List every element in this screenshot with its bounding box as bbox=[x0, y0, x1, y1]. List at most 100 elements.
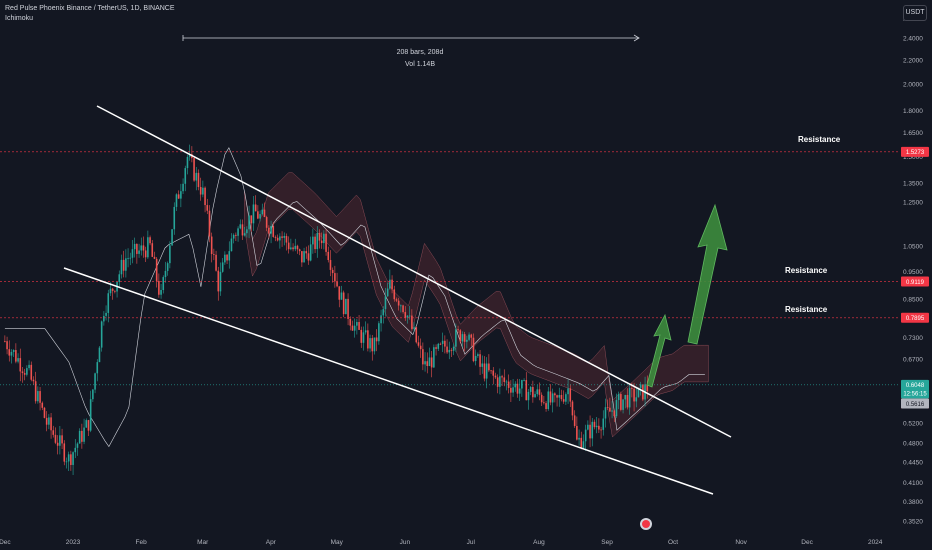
candle-body[interactable] bbox=[397, 300, 400, 306]
candle-body[interactable] bbox=[483, 363, 486, 379]
candle-body[interactable] bbox=[193, 158, 195, 181]
candle-body[interactable] bbox=[305, 251, 308, 254]
candle-body[interactable] bbox=[384, 296, 387, 310]
candle-body[interactable] bbox=[83, 427, 85, 442]
candle-body[interactable] bbox=[122, 259, 125, 271]
candle-body[interactable] bbox=[470, 334, 473, 338]
candle-body[interactable] bbox=[276, 237, 279, 241]
candle-body[interactable] bbox=[479, 354, 481, 367]
candle-body[interactable] bbox=[587, 424, 589, 430]
candle-body[interactable] bbox=[318, 233, 321, 241]
candle-body[interactable] bbox=[444, 340, 446, 347]
candle-body[interactable] bbox=[448, 349, 451, 353]
candle-body[interactable] bbox=[472, 337, 475, 362]
candle-body[interactable] bbox=[43, 407, 46, 418]
candle-body[interactable] bbox=[285, 236, 288, 243]
candle-body[interactable] bbox=[477, 354, 479, 356]
candle-body[interactable] bbox=[32, 379, 35, 382]
candle-body[interactable] bbox=[455, 329, 457, 347]
candle-body[interactable] bbox=[274, 236, 277, 238]
candle-body[interactable] bbox=[565, 394, 567, 402]
candle-body[interactable] bbox=[595, 425, 598, 428]
candle-body[interactable] bbox=[626, 395, 629, 408]
candle-body[interactable] bbox=[186, 156, 189, 169]
candle-body[interactable] bbox=[496, 377, 499, 387]
candle-body[interactable] bbox=[263, 209, 266, 218]
candle-body[interactable] bbox=[628, 388, 631, 408]
candle-body[interactable] bbox=[78, 430, 81, 444]
candle-body[interactable] bbox=[125, 258, 127, 271]
candle-body[interactable] bbox=[439, 343, 442, 345]
candle-body[interactable] bbox=[45, 417, 48, 425]
candle-body[interactable] bbox=[505, 381, 508, 383]
candle-body[interactable] bbox=[457, 329, 459, 331]
candle-body[interactable] bbox=[248, 215, 250, 230]
candle-body[interactable] bbox=[65, 461, 68, 463]
candle-body[interactable] bbox=[441, 340, 444, 344]
candle-body[interactable] bbox=[61, 435, 63, 444]
candle-body[interactable] bbox=[527, 391, 530, 401]
candle-body[interactable] bbox=[290, 247, 292, 250]
candle-body[interactable] bbox=[265, 217, 268, 228]
candle-body[interactable] bbox=[556, 395, 558, 398]
candle-body[interactable] bbox=[571, 401, 574, 416]
candle-body[interactable] bbox=[523, 380, 525, 381]
candle-body[interactable] bbox=[578, 437, 580, 440]
candle-body[interactable] bbox=[153, 256, 156, 259]
lower-trendline[interactable] bbox=[63, 267, 714, 495]
candle-body[interactable] bbox=[312, 236, 314, 245]
candle-body[interactable] bbox=[325, 233, 327, 252]
candle-body[interactable] bbox=[400, 305, 402, 307]
candle-body[interactable] bbox=[408, 315, 411, 317]
candle-body[interactable] bbox=[349, 318, 352, 326]
candle-body[interactable] bbox=[215, 254, 217, 271]
candle-body[interactable] bbox=[158, 280, 160, 295]
candle-body[interactable] bbox=[415, 327, 418, 343]
candle-body[interactable] bbox=[250, 215, 253, 224]
candle-body[interactable] bbox=[149, 237, 151, 244]
candle-body[interactable] bbox=[490, 370, 492, 372]
candle-body[interactable] bbox=[81, 430, 83, 442]
candle-body[interactable] bbox=[402, 305, 404, 313]
candle-body[interactable] bbox=[516, 383, 519, 394]
large-green-arrow[interactable] bbox=[687, 203, 728, 345]
candle-body[interactable] bbox=[230, 238, 233, 252]
candle-body[interactable] bbox=[320, 240, 323, 244]
candle-body[interactable] bbox=[109, 288, 112, 294]
candle-body[interactable] bbox=[17, 358, 19, 362]
candle-body[interactable] bbox=[510, 387, 512, 393]
candle-body[interactable] bbox=[166, 263, 169, 271]
candle-body[interactable] bbox=[364, 330, 367, 333]
candle-body[interactable] bbox=[576, 425, 578, 440]
candle-body[interactable] bbox=[356, 322, 358, 326]
candle-body[interactable] bbox=[518, 388, 521, 394]
candle-body[interactable] bbox=[268, 227, 270, 234]
candle-body[interactable] bbox=[347, 298, 349, 319]
candle-body[interactable] bbox=[235, 234, 237, 236]
candle-body[interactable] bbox=[375, 337, 378, 342]
candle-body[interactable] bbox=[182, 183, 184, 192]
candle-body[interactable] bbox=[127, 258, 129, 259]
candle-body[interactable] bbox=[160, 290, 162, 295]
candle-body[interactable] bbox=[501, 376, 503, 378]
candle-body[interactable] bbox=[8, 349, 11, 356]
candle-body[interactable] bbox=[103, 315, 105, 322]
symbol-title[interactable]: Red Pulse Phoenix Binance / TetherUS, 1D… bbox=[5, 5, 175, 12]
candle-body[interactable] bbox=[582, 441, 585, 448]
candle-body[interactable] bbox=[221, 262, 224, 272]
candle-body[interactable] bbox=[89, 399, 92, 431]
candle-body[interactable] bbox=[543, 402, 545, 404]
candle-body[interactable] bbox=[316, 233, 319, 250]
candle-body[interactable] bbox=[270, 226, 272, 234]
candle-body[interactable] bbox=[287, 242, 290, 250]
candle-body[interactable] bbox=[147, 237, 149, 258]
candle-body[interactable] bbox=[296, 245, 299, 250]
candle-body[interactable] bbox=[204, 187, 206, 206]
candle-body[interactable] bbox=[617, 394, 620, 401]
candle-body[interactable] bbox=[37, 391, 39, 402]
candle-body[interactable] bbox=[85, 420, 88, 428]
candle-body[interactable] bbox=[281, 236, 283, 238]
candle-body[interactable] bbox=[301, 251, 303, 263]
candle-body[interactable] bbox=[422, 349, 424, 365]
candle-body[interactable] bbox=[637, 387, 640, 398]
